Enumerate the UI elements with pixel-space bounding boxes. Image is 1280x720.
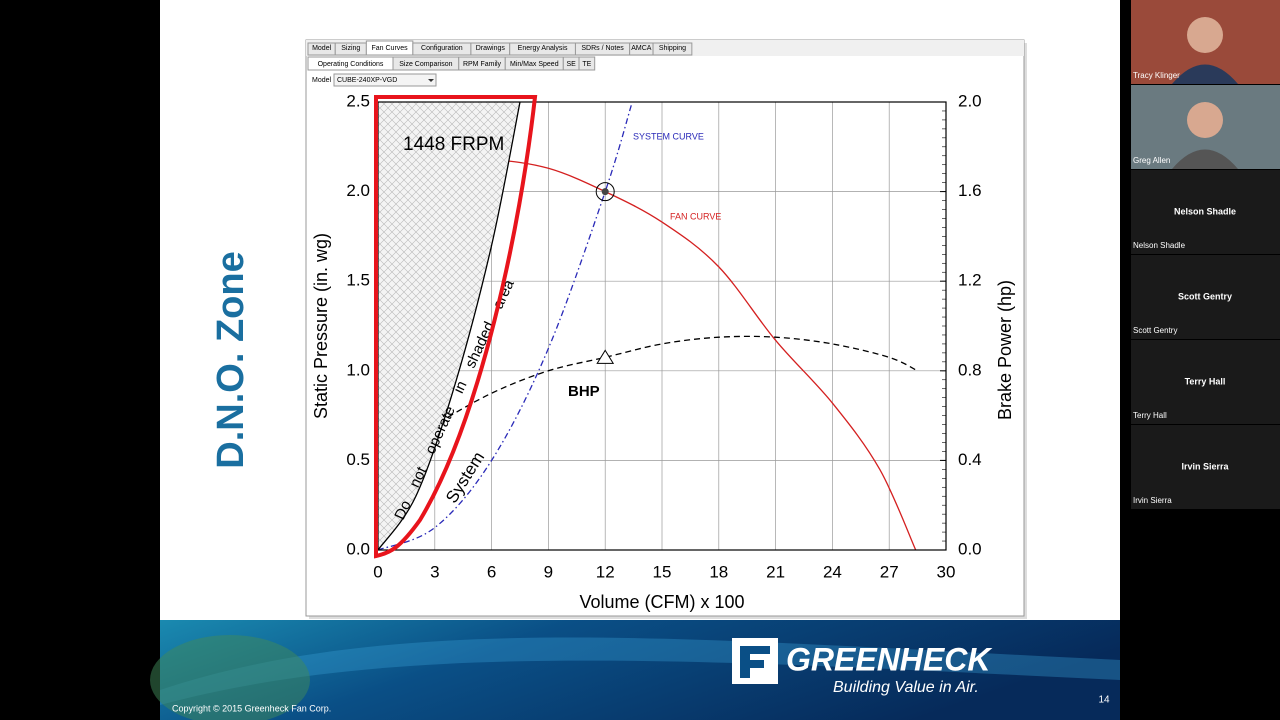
participant-body <box>1172 149 1238 169</box>
subtab-label: SE <box>566 61 576 68</box>
dropdown-arrow <box>428 79 434 82</box>
globe <box>150 635 310 720</box>
dno-highlight <box>374 95 538 559</box>
series-line <box>377 335 918 457</box>
x-tick-label: 21 <box>766 562 785 581</box>
y2-tick-label: 0.4 <box>958 450 982 469</box>
tabs: Model Sizing Fan Curves Configuration Drawin… <box>307 40 693 71</box>
banner <box>160 620 1120 720</box>
participant-name: Scott Gentry <box>1133 326 1177 335</box>
tab-label: Drawings <box>476 45 506 52</box>
tab-label: SDRs / Notes <box>581 45 624 52</box>
tagline: Building Value in Air. <box>833 679 979 696</box>
x-tick-label: 30 <box>937 562 956 581</box>
y2-tick-label: 0.0 <box>958 539 982 558</box>
y2-tick-label: 1.6 <box>958 181 982 200</box>
participant-center-name: Nelson Shadle <box>1174 206 1236 216</box>
tab[interactable] <box>652 42 693 56</box>
model-value: CUBE-240XP-VGD <box>337 77 397 84</box>
participant-head <box>1187 102 1223 138</box>
x-tick-label: 15 <box>653 562 672 581</box>
y-tick-label: 1.5 <box>346 271 370 290</box>
model-dropdown[interactable] <box>333 73 437 87</box>
plot: 0 3 6 9 12 15 18 21 24 27 300.00.51.01.52.02.50.00… <box>311 91 1015 611</box>
logo-mark <box>740 646 770 678</box>
page-number: 14 <box>1098 695 1110 706</box>
participant-head <box>1187 17 1223 53</box>
model-label: Model <box>312 77 332 84</box>
y-tick-label: 0.0 <box>346 539 370 558</box>
y2-axis-label: Brake Power (hp) <box>995 280 1015 420</box>
x-tick-label: 9 <box>544 562 553 581</box>
fan-curve-label: FAN CURVE <box>670 211 721 221</box>
subtab-label: Size Comparison <box>399 61 452 68</box>
y-tick-label: 0.5 <box>346 450 370 469</box>
participant-tile <box>1131 255 1280 339</box>
subtab-label: Min/Max Speed <box>510 61 559 68</box>
y2-tick-label: 1.2 <box>958 271 982 290</box>
x-tick-label: 27 <box>880 562 899 581</box>
shaded-area <box>378 102 520 550</box>
operating-point <box>601 188 609 196</box>
banner-swoosh <box>160 637 1120 705</box>
y2-tick-label: 0.8 <box>958 360 982 379</box>
participant-name: Terry Hall <box>1133 411 1167 420</box>
x-tick-label: 24 <box>823 562 842 581</box>
tab-label: Model <box>312 45 332 52</box>
tab-label: AMCA <box>631 45 652 52</box>
participant-center-name: Irvin Sierra <box>1181 461 1229 471</box>
operating-point-ring <box>595 182 615 202</box>
participant-tile <box>1131 340 1280 424</box>
participant-name: Nelson Shadle <box>1133 241 1186 250</box>
participant-name: Irvin Sierra <box>1133 496 1172 505</box>
tab-label: Sizing <box>341 45 360 52</box>
subtab-label: RPM Family <box>463 61 502 68</box>
x-tick-label: 3 <box>430 562 439 581</box>
series-line <box>377 101 521 551</box>
x-tick-label: 18 <box>709 562 728 581</box>
bhp-label: BHP <box>568 383 600 400</box>
participant-center-name: Terry Hall <box>1185 376 1226 386</box>
x-tick-label: 6 <box>487 562 496 581</box>
y-tick-label: 1.0 <box>346 360 370 379</box>
copyright: Copyright © 2015 Greenheck Fan Corp. <box>172 703 331 713</box>
participant-tile <box>1131 170 1280 254</box>
subtab-label: TE <box>582 61 591 68</box>
speed-label: 1448 FRPM <box>403 134 504 155</box>
system-curve-label: SYSTEM CURVE <box>633 131 704 141</box>
tab-label: Fan Curves <box>372 45 409 52</box>
slide-title: D.N.O. Zone <box>210 251 252 468</box>
y-tick-label: 2.0 <box>346 181 370 200</box>
series-line <box>377 103 633 551</box>
participant-tile <box>1131 425 1280 509</box>
tab-label: Configuration <box>421 45 463 52</box>
subtab[interactable] <box>578 56 596 71</box>
x-axis-label: Volume (CFM) x 100 <box>579 592 744 612</box>
y-axis-label: Static Pressure (in. wg) <box>311 233 331 419</box>
tab-label: Energy Analysis <box>518 45 568 52</box>
x-tick-label: 0 <box>373 562 382 581</box>
participant-name: Greg Allen <box>1133 156 1170 165</box>
tab-label: Shipping <box>659 45 686 52</box>
participant-center-name: Scott Gentry <box>1178 291 1232 301</box>
x-tick-label: 12 <box>596 562 615 581</box>
brand: GREENHECK <box>786 641 993 677</box>
participants: Tracy Klinger Greg Allen Nelson Shadle Nels… <box>1131 0 1280 509</box>
participant-body <box>1172 64 1238 84</box>
subtab-label: Operating Conditions <box>318 61 384 68</box>
bhp-point <box>596 349 615 364</box>
y2-tick-label: 2.0 <box>958 91 982 110</box>
participant-name: Tracy Klinger <box>1133 71 1180 80</box>
y-tick-label: 2.5 <box>346 91 370 110</box>
